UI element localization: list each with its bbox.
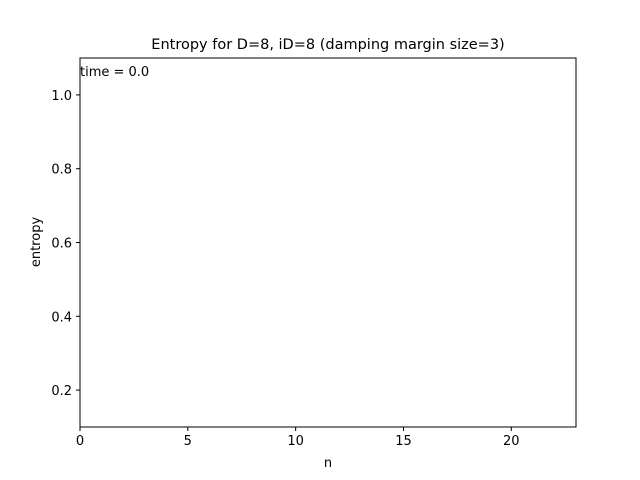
y-axis-label: entropy: [29, 217, 44, 268]
y-tick-label: 0.4: [51, 310, 72, 325]
y-tick-label: 0.8: [51, 163, 72, 178]
x-tick-label: 20: [503, 434, 520, 449]
x-tick-label: 0: [76, 434, 84, 449]
y-tick-label: 0.2: [51, 384, 72, 399]
y-tick-label: 0.6: [51, 237, 72, 252]
x-axis-ticks: 0 5 10 15 20: [76, 427, 520, 449]
x-axis-label: n: [324, 456, 332, 471]
time-annotation: time = 0.0: [80, 65, 149, 80]
x-tick-label: 15: [395, 434, 412, 449]
x-tick-label: 10: [287, 434, 304, 449]
y-tick-label: 1.0: [51, 89, 72, 104]
y-axis-ticks: 0.2 0.4 0.6 0.8 1.0: [51, 89, 80, 399]
chart-title: Entropy for D=8, iD=8 (damping margin si…: [151, 37, 504, 53]
plot-area: [80, 58, 576, 427]
x-tick-label: 5: [184, 434, 192, 449]
